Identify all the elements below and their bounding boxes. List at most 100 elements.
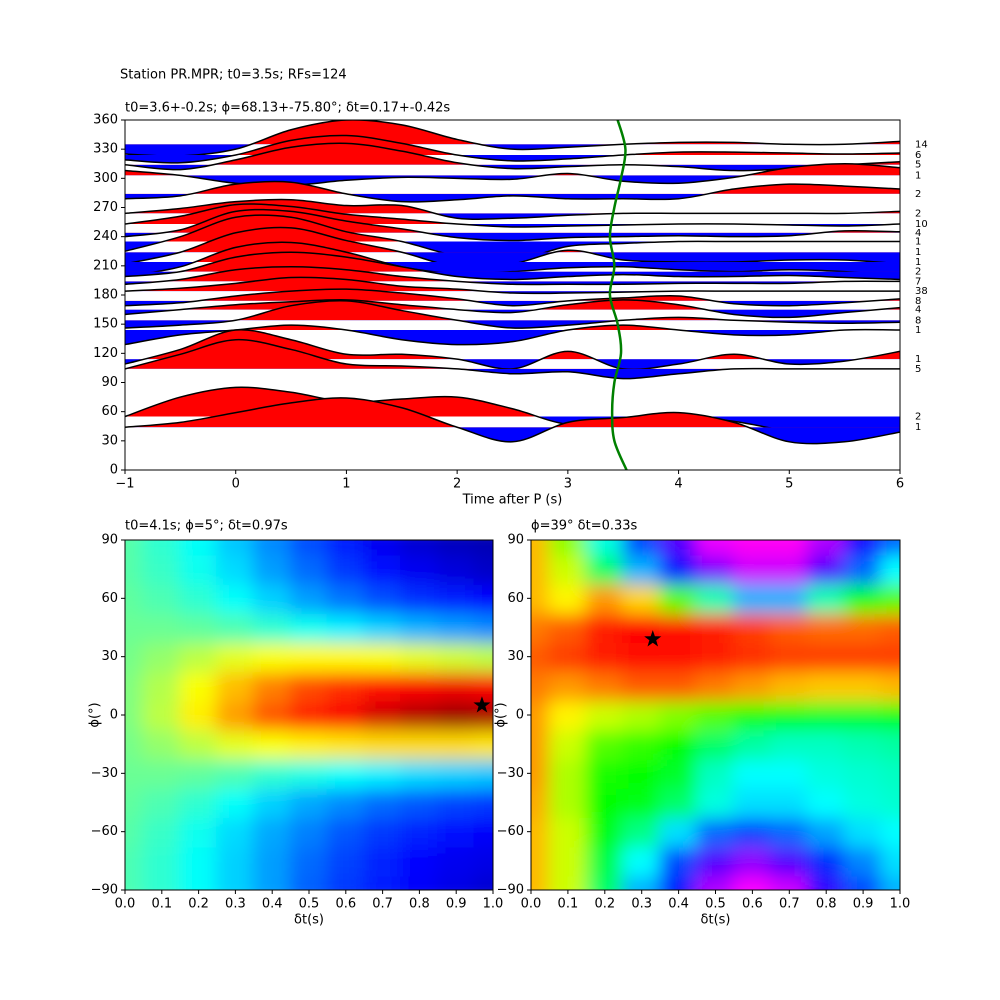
heatmap-cell — [843, 816, 883, 848]
heatmap-cell — [880, 874, 900, 890]
x-tick-label: 0.1 — [558, 897, 579, 912]
heatmap-cell — [696, 874, 735, 890]
heatmap-cell — [622, 582, 662, 614]
heatmap-cell — [326, 582, 366, 614]
x-tick-label: 0.6 — [742, 897, 763, 912]
trace-count: 1 — [915, 257, 921, 268]
heatmap-cell — [843, 611, 883, 644]
y-axis-label: ϕ(°) — [88, 702, 103, 727]
heatmap-cell — [880, 582, 900, 614]
x-tick-label: 0 — [232, 477, 240, 492]
heatmap-cell — [252, 816, 292, 848]
trace-line — [125, 288, 900, 307]
heatmap-cell — [806, 582, 846, 614]
x-tick-label: 0.3 — [225, 897, 246, 912]
heatmap-cell — [252, 582, 292, 614]
trace-count: 1 — [915, 170, 921, 181]
heatmap-cell — [622, 670, 662, 702]
x-tick-label: 0.5 — [705, 897, 726, 912]
heatmap-cell — [659, 816, 699, 848]
y-tick-label: −60 — [91, 824, 118, 839]
heatmap-cell — [125, 582, 145, 614]
axes-frame — [530, 539, 901, 891]
heatmap-cell — [732, 816, 772, 848]
heatmap-cell — [548, 816, 588, 848]
heatmap-cell — [436, 611, 476, 644]
y-tick-label: −30 — [91, 766, 118, 781]
heatmap-cell — [436, 641, 476, 673]
x-tick-label: 0.3 — [631, 897, 652, 912]
heatmap-cell — [843, 699, 883, 731]
heatmap-cell — [326, 845, 366, 877]
heatmap-cell — [585, 553, 625, 585]
heatmap-cell — [252, 845, 292, 877]
heatmap-cell — [289, 611, 329, 644]
axes-frame — [124, 539, 494, 891]
heatmap-cell — [125, 845, 145, 877]
heatmap-cell — [548, 553, 588, 585]
x-tick-label: 0.8 — [409, 897, 430, 912]
trace-count: 7 — [915, 276, 921, 287]
x-tick-label: 0.5 — [299, 897, 320, 912]
heatmap-cell — [659, 845, 699, 877]
heatmap-cell — [732, 728, 772, 760]
axes-frame — [124, 119, 901, 471]
trace-line — [125, 276, 900, 295]
heatmap-cell — [585, 699, 625, 731]
heatmap-cell — [659, 611, 699, 644]
trace-line — [125, 251, 900, 281]
heatmap-cell — [436, 582, 476, 614]
heatmap-cell — [142, 582, 182, 614]
negative-fill — [125, 224, 900, 228]
heatmap-cell — [142, 874, 182, 890]
x-tick-label: 0.2 — [594, 897, 615, 912]
trace-count: 8 — [915, 315, 921, 326]
trace-count: 6 — [915, 150, 921, 161]
y-tick-label: 60 — [507, 591, 524, 606]
heatmap-cell — [585, 728, 625, 760]
heatmap-cell — [363, 786, 402, 819]
heatmap-cell — [252, 728, 292, 760]
heatmap-cell — [531, 641, 551, 673]
trace-line — [125, 338, 900, 380]
trace-count: 38 — [915, 286, 928, 297]
trace-count: 1 — [915, 325, 921, 336]
heatmap-cell — [659, 540, 699, 556]
trace-line — [125, 299, 900, 319]
x-axis-label: δt(s) — [294, 913, 324, 928]
heatmap-cell — [769, 641, 809, 673]
heatmap-cell — [179, 553, 218, 585]
y-tick-label: 90 — [101, 533, 118, 548]
heatmap-cell — [142, 540, 182, 556]
x-tick-label: 0.9 — [446, 897, 467, 912]
negative-fill — [125, 232, 900, 241]
heatmap-cell — [696, 611, 735, 644]
heatmap-cell — [400, 553, 439, 585]
heatmap-cell — [436, 757, 476, 789]
heatmap-cell — [843, 728, 883, 760]
heatmap-cell — [585, 757, 625, 789]
heatmap-cell — [125, 728, 145, 760]
heatmap-cell — [659, 786, 699, 819]
positive-fill — [125, 325, 900, 330]
trace-count: 8 — [915, 296, 921, 307]
y-tick-label: 60 — [101, 591, 118, 606]
heatmap-cell — [843, 641, 883, 673]
y-tick-label: 210 — [93, 258, 118, 273]
trace-count: 14 — [915, 139, 928, 150]
y-tick-label: 270 — [93, 200, 118, 215]
heatmap-cell — [622, 540, 662, 556]
heatmap-cell — [769, 728, 809, 760]
negative-fill — [125, 261, 900, 277]
heatmap-cell — [142, 786, 182, 819]
heatmap-cell — [769, 874, 809, 890]
heatmap-cell — [216, 670, 255, 702]
heatmap-cell — [548, 874, 588, 890]
y-tick-label: 90 — [507, 533, 524, 548]
heatmap-cell — [880, 816, 900, 848]
y-tick-label: 0 — [110, 708, 118, 723]
heatmap-cell — [806, 540, 846, 556]
heatmap-cell — [252, 699, 292, 731]
